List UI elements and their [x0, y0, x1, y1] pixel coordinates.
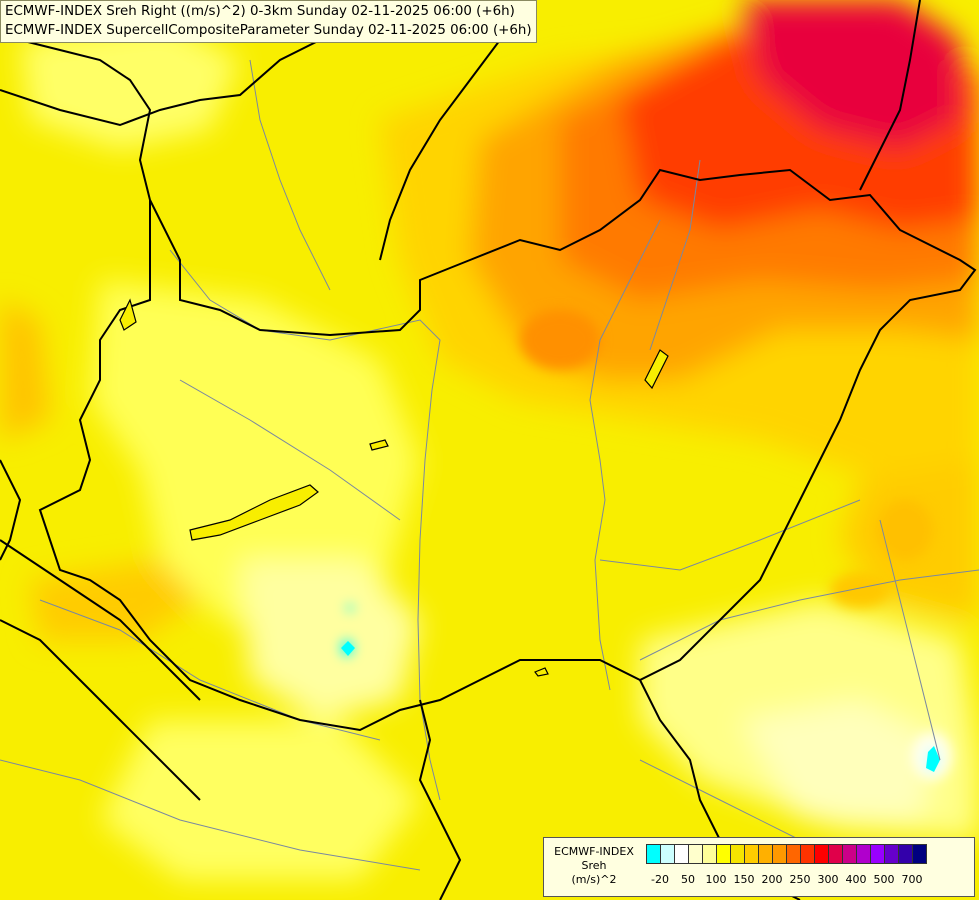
crimson-zone-ne [740, 0, 960, 150]
lakes [119, 298, 669, 677]
legend-tick-label: 500 [873, 873, 895, 886]
legend-swatch [758, 844, 773, 864]
legend-title-model: ECMWF-INDEX [554, 845, 634, 858]
legend-title-unit: (m/s)^2 [571, 873, 617, 886]
legend-title: ECMWF-INDEX Sreh (m/s)^2 [546, 845, 642, 887]
border-croatia [0, 539, 201, 701]
legend-tick-label: 700 [901, 873, 923, 886]
legend-swatch [842, 844, 857, 864]
lake-small-4 [534, 667, 549, 677]
pale-zone-center [240, 560, 420, 720]
legend-swatch [898, 844, 913, 864]
legend-swatch [716, 844, 731, 864]
legend-swatch [856, 844, 871, 864]
legend-tick-label: 150 [733, 873, 755, 886]
legend-tick-label: 300 [817, 873, 839, 886]
legend-swatch [744, 844, 759, 864]
legend-tick-label: 100 [705, 873, 727, 886]
orange-blob-east [877, 500, 933, 560]
cyan-spot-2 [346, 605, 354, 611]
legend-swatch [912, 844, 927, 864]
legend-swatch [786, 844, 801, 864]
legend-tick-label: 400 [845, 873, 867, 886]
orange-blob-center [520, 310, 600, 370]
legend-swatch [688, 844, 703, 864]
river-vah [249, 59, 331, 291]
legend-title-param: Sreh [581, 859, 607, 872]
map-title-box: ECMWF-INDEX Sreh Right ((m/s)^2) 0-3km S… [0, 0, 537, 43]
pale-zone-west [90, 280, 420, 640]
legend-swatch [646, 844, 661, 864]
legend-tick-label: 50 [681, 873, 695, 886]
field-shading [0, 0, 979, 880]
legend-swatch [884, 844, 899, 864]
lake-balaton [189, 484, 319, 541]
color-legend: ECMWF-INDEX Sreh (m/s)^2 -20 50 100 150 200 2… [543, 837, 975, 897]
border-west [0, 459, 22, 561]
legend-swatch [702, 844, 717, 864]
border-ukraine [859, 0, 921, 191]
legend-tick-label: 250 [789, 873, 811, 886]
river-drava [39, 599, 381, 741]
legend-ticks: -20 50 100 150 200 250 300 400 500 700 [646, 873, 976, 889]
river-tisza [589, 219, 661, 691]
pale-zone-nw [20, 20, 240, 150]
legend-swatch [870, 844, 885, 864]
legend-tick-label: 200 [761, 873, 783, 886]
lake-small-3 [644, 349, 669, 390]
river-drava-2 [179, 379, 401, 521]
river-maros [599, 499, 861, 571]
legend-swatch [730, 844, 745, 864]
river-sava [0, 759, 421, 871]
title-line-1: ECMWF-INDEX Sreh Right ((m/s)^2) 0-3km S… [5, 4, 515, 19]
legend-swatches [646, 844, 927, 866]
cyan-mark-1 [341, 641, 355, 656]
legend-swatch [674, 844, 689, 864]
warm-zone-sw [30, 560, 200, 640]
river-mures [639, 569, 979, 661]
river-hernad [649, 159, 701, 351]
pale-zone-south [100, 720, 420, 880]
title-line-2: ECMWF-INDEX SupercellCompositeParameter … [5, 23, 532, 38]
cyan-mark-3 [926, 746, 940, 772]
legend-swatch [800, 844, 815, 864]
lake-small-2 [119, 298, 137, 331]
lake-small-1 [369, 439, 389, 451]
warm-zone-west-edge [0, 300, 50, 440]
pale-zone-se2 [740, 700, 940, 820]
orange-blob-se [830, 572, 890, 608]
border-hungary [38, 168, 977, 732]
legend-swatch [814, 844, 829, 864]
legend-swatch [772, 844, 787, 864]
legend-swatch [660, 844, 675, 864]
border-slovenia [0, 619, 201, 801]
border-serbia [418, 699, 462, 900]
legend-swatch [828, 844, 843, 864]
legend-tick-label: -20 [651, 873, 669, 886]
river-olt [879, 519, 941, 761]
